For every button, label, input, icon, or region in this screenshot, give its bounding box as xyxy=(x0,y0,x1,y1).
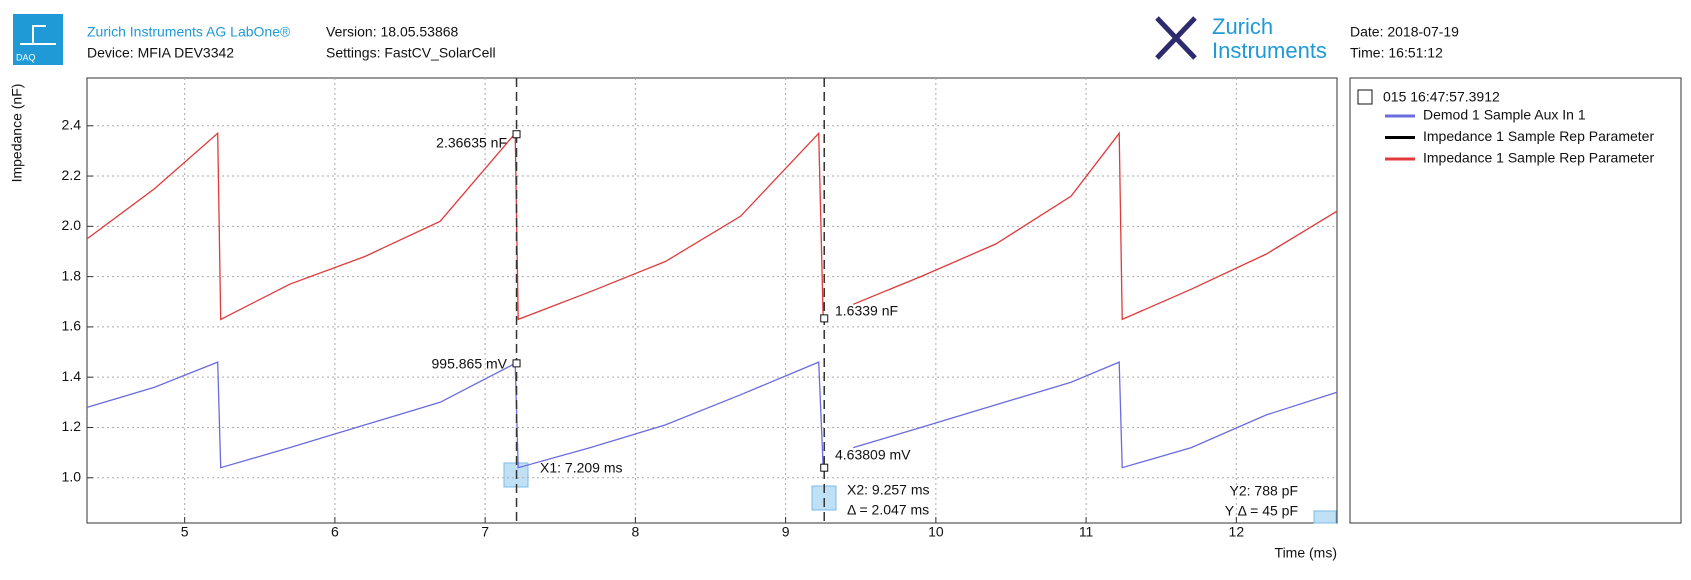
series-line xyxy=(86,131,1338,321)
date: Date: 2018-07-19 xyxy=(1350,24,1459,40)
x-tick-label: 10 xyxy=(928,524,944,540)
annotation: X2: 9.257 ms xyxy=(847,482,930,498)
annotation: 995.865 mV xyxy=(432,356,508,372)
annotation: Y Δ = 45 pF xyxy=(1225,503,1298,519)
annotation: 1.6339 nF xyxy=(835,303,898,319)
legend-label: Demod 1 Sample Aux In 1 xyxy=(1423,107,1586,123)
x-tick-label: 8 xyxy=(631,524,639,540)
logo-text: Instruments xyxy=(1212,38,1327,63)
device: Device: MFIA DEV3342 xyxy=(87,45,234,61)
x-tick-label: 7 xyxy=(481,524,489,540)
y-axis-label: Impedance (nF) xyxy=(9,84,25,183)
cursor-marker xyxy=(512,130,521,139)
y-tick-label: 1.4 xyxy=(62,368,82,384)
y-tick-label: 1.0 xyxy=(62,468,82,484)
app-label: DAQ xyxy=(16,52,36,62)
legend-label: Impedance 1 Sample Rep Parameter xyxy=(1423,150,1654,166)
annotation: 2.36635 nF xyxy=(436,135,507,151)
logo-mark xyxy=(1155,16,1197,60)
time: Time: 16:51:12 xyxy=(1350,45,1443,61)
cursor-marker xyxy=(820,463,829,472)
x-tick-label: 9 xyxy=(782,524,790,540)
logo-text: Zurich xyxy=(1212,14,1273,39)
x-tick-label: 5 xyxy=(181,524,189,540)
y-tick-label: 1.8 xyxy=(62,267,82,283)
y-tick-label: 1.6 xyxy=(62,318,82,334)
x-tick-label: 6 xyxy=(331,524,339,540)
cursor-marker xyxy=(512,359,521,368)
company: Zurich Instruments AG LabOne® xyxy=(87,24,291,40)
annotation: Y2: 788 pF xyxy=(1230,483,1299,499)
settings: Settings: FastCV_SolarCell xyxy=(326,45,496,61)
x-tick-label: 11 xyxy=(1079,524,1094,540)
legend-label: Impedance 1 Sample Rep Parameter xyxy=(1423,128,1654,144)
annotation: 4.63809 mV xyxy=(835,447,911,463)
version: Version: 18.05.53868 xyxy=(326,24,459,40)
y-tick-label: 2.0 xyxy=(62,217,82,233)
x-tick-label: 12 xyxy=(1229,524,1245,540)
y-tick-label: 1.2 xyxy=(62,418,82,434)
legend-title: 015 16:47:57.3912 xyxy=(1383,89,1500,105)
annotation: Δ = 2.047 ms xyxy=(847,502,929,518)
y-tick-label: 2.4 xyxy=(62,116,82,132)
annotation: X1: 7.209 ms xyxy=(540,460,623,476)
series-line xyxy=(86,361,1338,469)
legend-box xyxy=(1349,77,1682,524)
legend-checkbox[interactable] xyxy=(1357,89,1373,105)
cursor-marker xyxy=(820,314,829,323)
app-icon-glyph xyxy=(20,25,56,45)
y-tick-label: 2.2 xyxy=(62,167,82,183)
plot-frame xyxy=(86,77,1338,524)
app-icon xyxy=(13,14,63,65)
x-axis-label: Time (ms) xyxy=(1275,545,1337,561)
